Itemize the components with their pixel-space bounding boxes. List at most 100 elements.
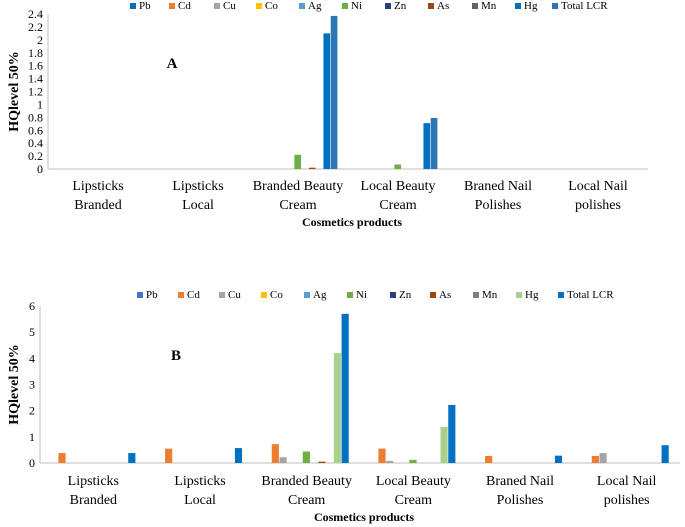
x-category-label: Local Beauty — [376, 474, 451, 489]
bar-total-lcr — [234, 448, 243, 463]
bar-cd — [58, 453, 66, 463]
legend-label: Hg — [525, 289, 539, 301]
legend-swatch — [430, 292, 436, 298]
bar-total-lcr — [330, 15, 338, 169]
bar-cu — [279, 457, 287, 463]
legend-label: Cd — [178, 0, 191, 12]
bar-as — [308, 167, 316, 169]
bar-hg — [333, 353, 341, 463]
y-tick-label: 0 — [29, 456, 35, 470]
bar-cd — [378, 448, 386, 463]
y-tick-label: 2 — [37, 33, 43, 47]
x-category-label: Local Nail — [568, 179, 628, 194]
x-category-label: Local Beauty — [360, 179, 435, 194]
legend-label: Pb — [139, 0, 151, 12]
panel-label: B — [171, 348, 181, 364]
bar-cd — [165, 448, 173, 463]
bar-total-lcr — [128, 453, 136, 463]
legend-label: Co — [270, 289, 283, 301]
x-category-label: Local — [184, 493, 216, 508]
x-category-label: Branded — [74, 198, 121, 213]
y-tick-label: 1.4 — [28, 72, 43, 86]
x-category-label: Cream — [379, 198, 416, 213]
y-tick-label: 6 — [29, 299, 35, 313]
bar-total-lcr — [341, 313, 349, 463]
legend-swatch — [472, 3, 478, 9]
legend-label: Mn — [481, 0, 497, 12]
legend-label: Hg — [524, 0, 538, 12]
legend-swatch — [385, 3, 391, 9]
legend-label: Zn — [394, 0, 407, 12]
bar-as — [318, 461, 326, 463]
x-category-label: Lipsticks — [174, 474, 225, 489]
bar-cd — [591, 455, 599, 463]
bar-ni — [294, 154, 302, 169]
bar-hg — [323, 33, 331, 169]
x-category-label: Local — [182, 198, 214, 213]
y-axis-title: HQlevel 50% — [7, 51, 22, 132]
y-tick-label: 0.8 — [28, 110, 43, 124]
legend-swatch — [428, 3, 434, 9]
x-category-label: polishes — [604, 493, 650, 508]
legend-swatch — [516, 292, 522, 298]
x-category-label: Braned Nail — [486, 474, 554, 489]
x-category-label: polishes — [575, 198, 621, 213]
legend-swatch — [558, 292, 564, 298]
legend-swatch — [219, 292, 225, 298]
legend-swatch — [256, 3, 262, 9]
legend-swatch — [304, 292, 310, 298]
legend-label: Zn — [399, 289, 412, 301]
bar-hg — [440, 426, 448, 463]
legend-label: Ag — [313, 289, 327, 301]
legend-swatch — [261, 292, 267, 298]
bar-cu — [386, 460, 394, 463]
bar-total-lcr — [448, 404, 456, 463]
bar-ni — [302, 451, 310, 463]
x-axis-title: Cosmetics products — [314, 510, 414, 524]
legend-label: Mn — [482, 289, 498, 301]
legend-swatch — [515, 3, 521, 9]
y-tick-label: 2.4 — [28, 7, 43, 21]
x-category-label: Lipsticks — [172, 179, 223, 194]
y-tick-label: 4 — [29, 351, 35, 365]
bar-cd — [271, 444, 279, 463]
y-tick-label: 2.2 — [28, 20, 43, 34]
x-category-label: Cream — [395, 493, 432, 508]
legend-label: Cu — [228, 289, 241, 301]
legend-label: Cd — [187, 289, 200, 301]
x-category-label: Polishes — [475, 198, 522, 213]
legend-label: Pb — [146, 289, 158, 301]
legend-swatch — [130, 3, 136, 9]
bar-cd — [485, 455, 493, 463]
legend-swatch — [473, 292, 479, 298]
y-tick-label: 1.2 — [28, 85, 43, 99]
x-category-label: Cream — [279, 198, 316, 213]
y-tick-label: 0.2 — [28, 149, 43, 163]
bar-total-lcr — [661, 445, 669, 463]
y-tick-label: 5 — [29, 325, 35, 339]
legend-swatch — [552, 3, 558, 9]
legend-swatch — [178, 292, 184, 298]
y-tick-label: 2 — [29, 404, 35, 418]
bar-total-lcr — [430, 117, 438, 169]
panel-label: A — [167, 56, 178, 72]
bar-total-lcr — [554, 455, 563, 463]
legend-swatch — [169, 3, 175, 9]
legend-label: Ag — [308, 0, 322, 12]
y-tick-label: 0.6 — [28, 123, 43, 137]
y-tick-label: 1 — [29, 430, 35, 444]
x-axis-title: Cosmetics products — [302, 215, 402, 229]
legend-label: Total LCR — [561, 0, 608, 12]
x-category-label: Local Nail — [597, 474, 657, 489]
legend-label: Cu — [223, 0, 236, 12]
x-category-label: Branded Beauty — [253, 179, 344, 194]
legend-swatch — [137, 292, 143, 298]
legend-swatch — [299, 3, 305, 9]
legend-label: Ni — [356, 289, 367, 301]
legend-label: As — [437, 0, 449, 12]
y-axis-title: HQlevel 50% — [7, 344, 22, 425]
y-tick-label: 1.8 — [28, 46, 43, 60]
y-tick-label: 1 — [37, 97, 43, 111]
